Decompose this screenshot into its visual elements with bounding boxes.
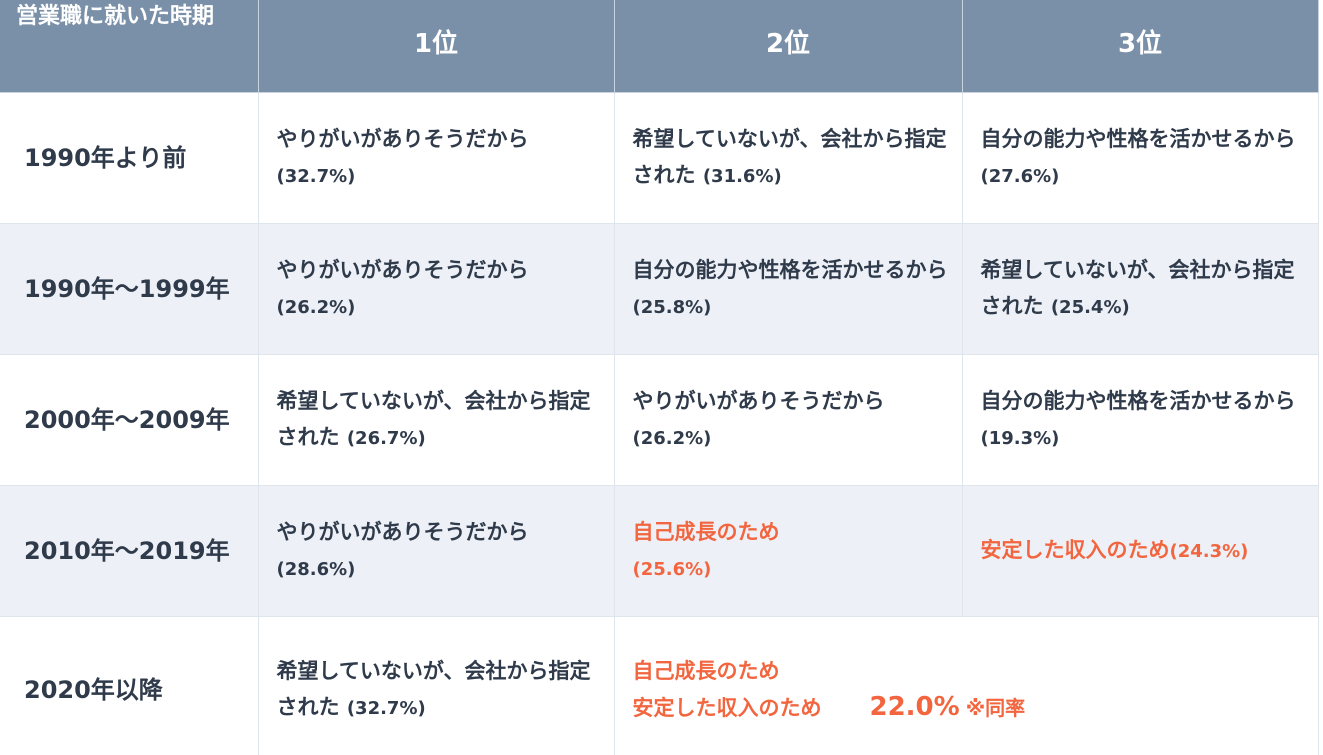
rank-1-cell: 希望していないが、会社から指定された (32.7%) (258, 616, 615, 755)
table-row: 2010年〜2019年 やりがいがありそうだから (28.6%) 自己成長のため… (0, 485, 1319, 617)
rank-2-cell: 自分の能力や性格を活かせるから (25.8%) (614, 223, 963, 355)
rank-1-cell: 希望していないが、会社から指定された (26.7%) (258, 354, 615, 486)
reason-text: 希望していないが、会社から指定された (276, 658, 591, 719)
reason-percent: (19.3%) (980, 428, 1060, 449)
reason-text: 自分の能力や性格を活かせるから (632, 258, 948, 282)
reason-text: 自分の能力や性格を活かせるから (980, 389, 1296, 413)
reason-percent: (31.6%) (702, 166, 782, 187)
rank-3-cell: 自分の能力や性格を活かせるから (27.6%) (962, 92, 1319, 224)
reason-text: 希望していないが、会社から指定された (276, 389, 591, 449)
period-cell: 1990年より前 (0, 92, 259, 224)
table-row: 2000年〜2009年 希望していないが、会社から指定された (26.7%) や… (0, 354, 1319, 486)
reason-percent: (26.7%) (346, 428, 426, 449)
reason-percent: (26.2%) (632, 428, 712, 449)
header-row: 営業職に就いた時期 1位 2位 3位 (0, 0, 1319, 93)
reason-text: やりがいがありそうだから (276, 520, 529, 544)
rank-2-cell: 自己成長のため (25.6%) (614, 485, 963, 617)
table-row: 2020年以降 希望していないが、会社から指定された (32.7%) 自己成長の… (0, 616, 1319, 755)
period-cell: 2000年〜2009年 (0, 354, 259, 486)
reason-text: 希望していないが、会社から指定された (632, 127, 947, 187)
combined-reason-2-line: 安定した収入のため 22.0% ※同率 (633, 689, 1304, 726)
rank-1-cell: やりがいがありそうだから (32.7%) (258, 92, 615, 224)
header-period: 営業職に就いた時期 (0, 0, 259, 93)
table-row: 1990年より前 やりがいがありそうだから (32.7%) 希望していないが、会… (0, 92, 1319, 224)
header-rank-3: 3位 (962, 0, 1319, 93)
reason-text: 自己成長のため (632, 520, 780, 544)
rank-3-cell: 自分の能力や性格を活かせるから (19.3%) (962, 354, 1319, 486)
reason-percent: (27.6%) (980, 166, 1060, 187)
rank-1-cell: やりがいがありそうだから (26.2%) (258, 223, 615, 355)
rank-2-cell: 希望していないが、会社から指定された (31.6%) (614, 92, 963, 224)
rank-2-3-merged-cell: 自己成長のため 安定した収入のため 22.0% ※同率 (614, 616, 1319, 755)
reason-percent: (25.8%) (632, 297, 712, 318)
period-cell: 2020年以降 (0, 616, 259, 755)
reason-percent: (25.6%) (632, 559, 712, 580)
reason-text: 希望していないが、会社から指定された (980, 258, 1295, 318)
rank-1-cell: やりがいがありそうだから (28.6%) (258, 485, 615, 617)
period-cell: 1990年〜1999年 (0, 223, 259, 355)
reason-percent: (26.2%) (276, 297, 356, 318)
reason-percent: (25.4%) (1050, 297, 1130, 318)
reason-text: やりがいがありそうだから (276, 258, 529, 282)
combined-percent: 22.0% (869, 692, 960, 722)
reason-percent: (24.3%) (1169, 541, 1249, 562)
combined-reason-2: 安定した収入のため (632, 696, 822, 720)
rank-3-cell: 安定した収入のため(24.3%) (962, 485, 1319, 617)
reason-percent: (28.6%) (276, 559, 356, 580)
reason-text: 自分の能力や性格を活かせるから (980, 127, 1296, 151)
period-cell: 2010年〜2019年 (0, 485, 259, 617)
reason-text: やりがいがありそうだから (276, 127, 529, 151)
header-rank-1: 1位 (258, 0, 615, 93)
reason-text: 安定した収入のため (980, 538, 1170, 562)
reason-percent: (32.7%) (276, 166, 356, 187)
reason-text: やりがいがありそうだから (632, 389, 885, 413)
same-rate-note: ※同率 (965, 696, 1026, 720)
table-row: 1990年〜1999年 やりがいがありそうだから (26.2%) 自分の能力や性… (0, 223, 1319, 355)
reason-percent: (32.7%) (346, 697, 426, 719)
rank-2-cell: やりがいがありそうだから (26.2%) (614, 354, 963, 486)
rank-3-cell: 希望していないが、会社から指定された (25.4%) (962, 223, 1319, 355)
header-rank-2: 2位 (614, 0, 963, 93)
combined-reason-1: 自己成長のため (632, 659, 780, 683)
